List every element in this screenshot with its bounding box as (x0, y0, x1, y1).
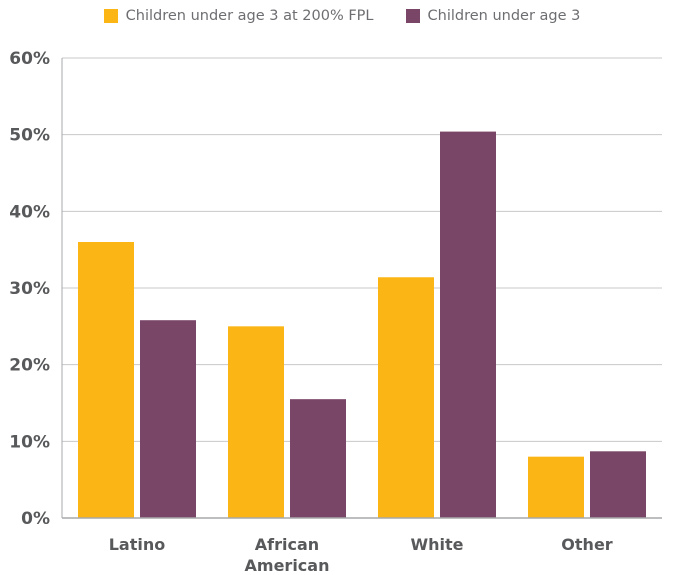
legend-swatch-series-1 (103, 9, 118, 23)
bar-series-1 (78, 242, 134, 518)
bar-series-2 (590, 451, 646, 518)
y-tick-label: 10% (9, 432, 50, 452)
y-tick-label: 40% (9, 202, 50, 222)
legend-label-series-2: Children under age 3 (427, 8, 581, 24)
bar-series-2 (440, 131, 496, 518)
bar-series-2 (290, 399, 346, 518)
chart-legend: Children under age 3 at 200% FPL Childre… (0, 8, 684, 24)
bar-series-1 (378, 277, 434, 518)
legend-label-series-1: Children under age 3 at 200% FPL (125, 8, 374, 24)
legend-item-series-2: Children under age 3 (405, 8, 581, 24)
x-tick-label: African American (245, 535, 330, 575)
bar-series-1 (528, 456, 584, 518)
bar-series-1 (228, 326, 284, 518)
y-tick-label: 30% (9, 279, 50, 299)
y-tick-label: 60% (9, 49, 50, 69)
legend-item-series-1: Children under age 3 at 200% FPL (103, 8, 374, 24)
y-tick-label: 0% (21, 509, 50, 529)
y-tick-label: 50% (9, 126, 50, 146)
x-tick-label: Latino (109, 535, 166, 554)
y-tick-label: 20% (9, 356, 50, 376)
x-tick-label: Other (561, 535, 612, 554)
x-tick-label: White (410, 535, 463, 554)
legend-swatch-series-2 (405, 9, 420, 23)
bar-series-2 (140, 320, 196, 518)
